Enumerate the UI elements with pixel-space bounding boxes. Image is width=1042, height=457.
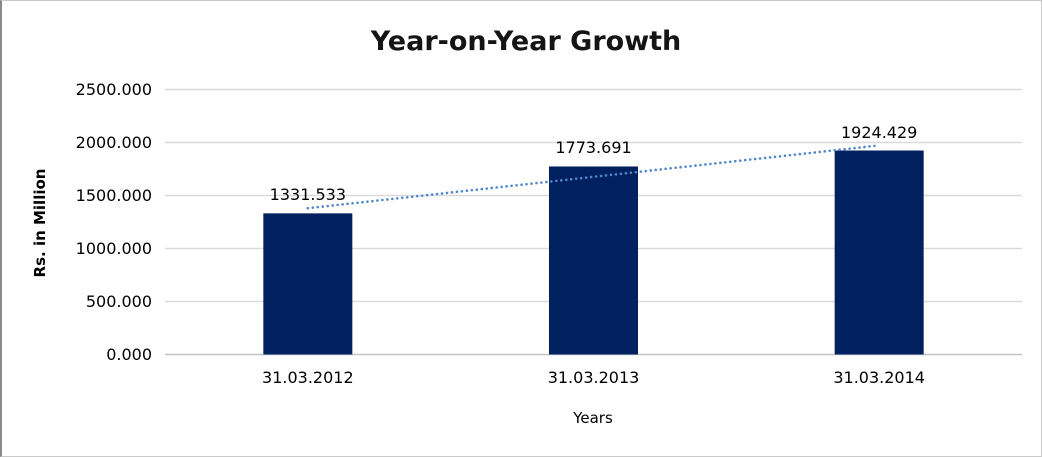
x-tick-label: 31.03.2013	[547, 368, 640, 387]
data-label: 1924.429	[840, 122, 918, 142]
x-tick-label: 31.03.2014	[833, 368, 925, 387]
chart-title: Year-on-Year Growth	[370, 26, 682, 57]
bar-31.03.2013	[549, 166, 638, 355]
x-axis-title: Years	[573, 409, 613, 427]
x-tick-label: 31.03.2012	[262, 368, 354, 387]
y-tick-label: 500.000	[85, 291, 152, 311]
y-tick-label: 1500.000	[75, 185, 152, 205]
bar-31.03.2014	[834, 150, 924, 355]
trendline	[306, 144, 881, 210]
data-label: 1331.533	[269, 185, 346, 205]
data-label: 1773.691	[555, 138, 632, 158]
y-tick-label: 0.000	[106, 344, 152, 364]
y-tick-label: 2000.000	[75, 132, 152, 152]
y-tick-label: 2500.000	[75, 79, 152, 99]
y-tick-label: 1000.000	[75, 238, 152, 258]
bar-31.03.2012	[263, 213, 353, 355]
